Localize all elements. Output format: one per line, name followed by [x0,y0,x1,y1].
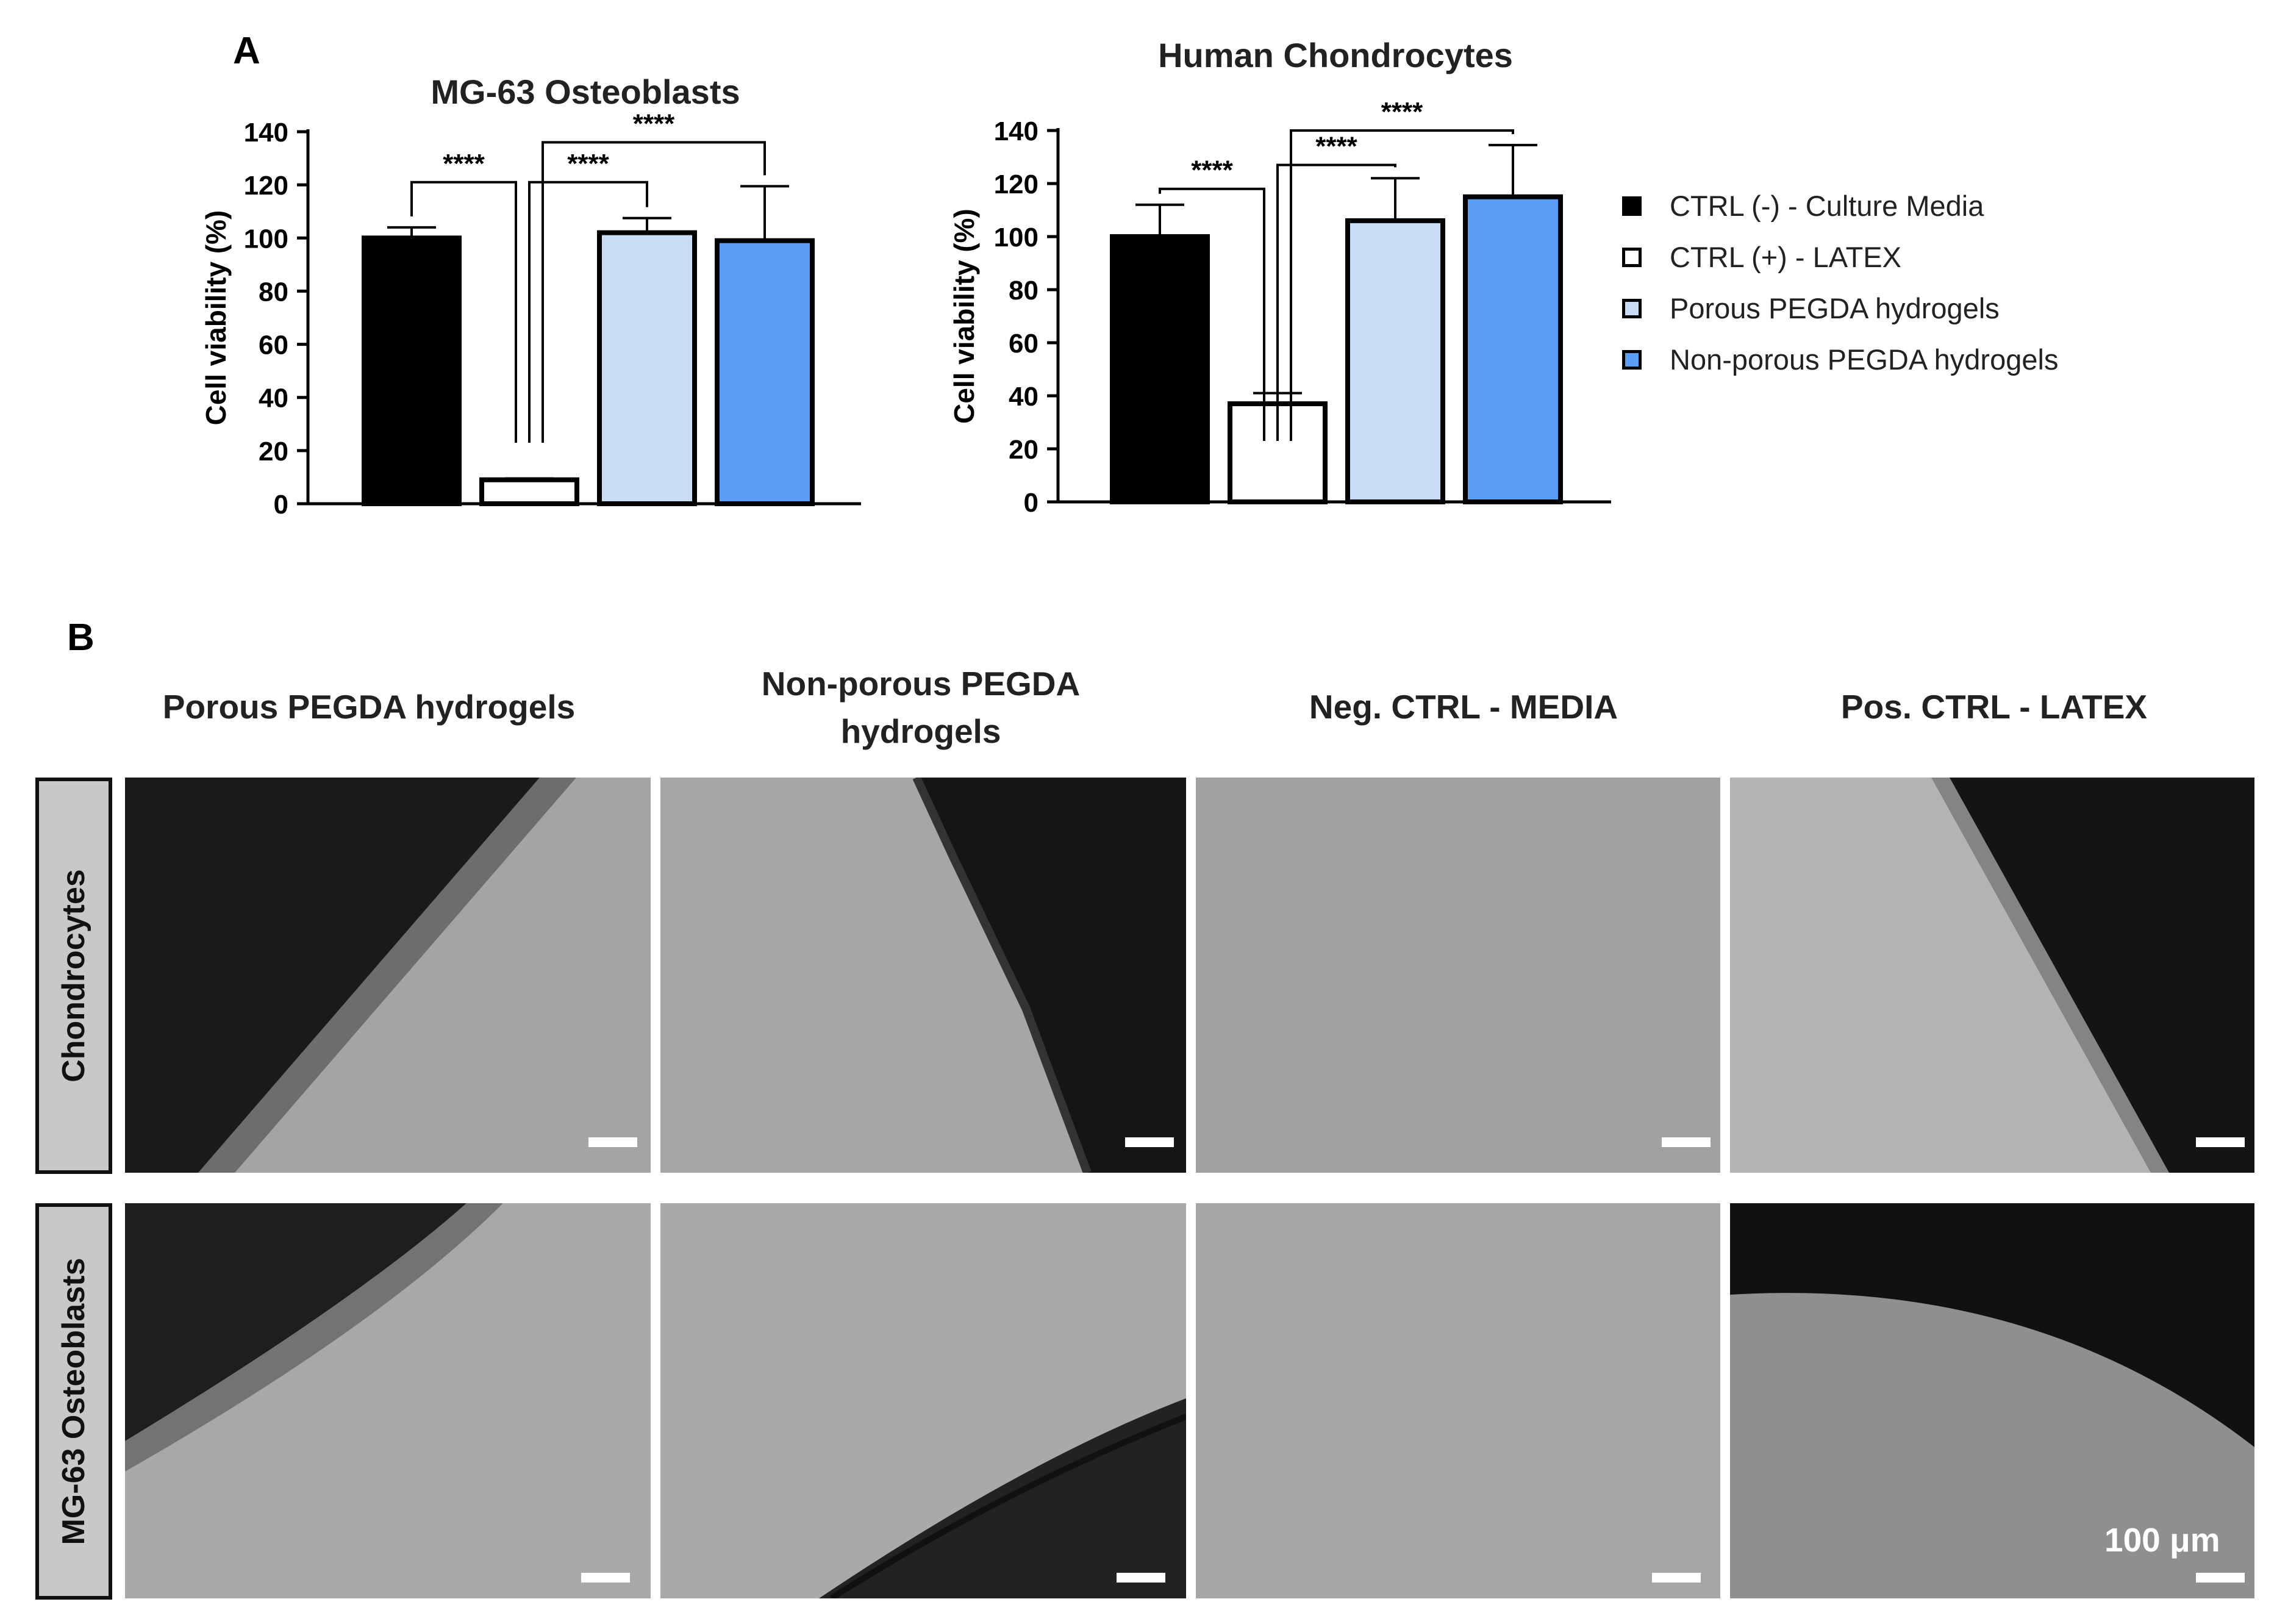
significance-label: **** [1191,156,1233,185]
micrograph-image [1730,1203,2254,1447]
micrograph-image [1196,778,1720,1173]
significance-label: **** [1315,132,1357,162]
y-tick-label: 140 [244,118,288,148]
y-tick-label: 120 [994,170,1039,199]
scale-bar [588,1137,637,1147]
legend-label: Non-porous PEGDA hydrogels [1670,343,2059,376]
scale-bar [1652,1573,1701,1583]
bar [1110,234,1210,504]
significance-label: **** [443,149,485,179]
scale-bar [581,1573,630,1583]
panel-b-label: B [67,617,95,659]
bar-charts: MG-63 Osteoblasts Cell viability (%) 0 20 40… [200,36,1611,520]
scale-bar [2196,1573,2245,1583]
legend-swatch-porous [1622,299,1642,318]
chart-title: MG-63 Osteoblasts [431,73,740,111]
y-tick-label: 60 [1009,329,1039,359]
y-tick-label: 40 [1009,382,1039,412]
micrograph-osteoblasts-pos-ctrl: 100 μm [1730,1203,2254,1598]
y-tick-label: 0 [1024,488,1039,518]
micrograph-image [912,778,1186,1173]
micrograph-chondrocytes-porous [125,778,651,1173]
column-header-pos-ctrl: Pos. CTRL - LATEX [1840,688,2148,726]
y-tick-label: 100 [244,224,288,254]
legend-swatch-ctrl-neg [1622,196,1642,216]
micrograph-osteoblasts-nonporous [660,1203,1186,1598]
bar [597,230,697,506]
y-tick-label: 120 [244,171,288,201]
significance-label: **** [567,149,609,179]
y-tick-label: 40 [259,384,288,413]
scale-bar [1662,1137,1711,1147]
legend-label: Porous PEGDA hydrogels [1670,292,2000,324]
significance-bracket [410,181,517,443]
y-tick-label: 0 [274,490,288,520]
micrograph-image [819,1398,1186,1598]
significance-bracket [1159,187,1265,441]
column-header-nonporous: Non-porous PEGDA hydrogels [761,665,1081,750]
legend-swatch-ctrl-pos [1622,248,1642,267]
significance-label: **** [633,109,675,138]
row-label-chondrocytes: Chondrocytes [56,869,91,1082]
significance-bracket [1276,163,1396,441]
scale-bar [2196,1137,2245,1147]
micrograph-image [1931,778,2254,1173]
significance-label: **** [1381,97,1423,127]
row-label-osteoblasts: MG-63 Osteoblasts [56,1257,91,1545]
micrograph-image [125,1203,503,1472]
significance-bracket [1290,129,1514,441]
micrograph-osteoblasts-neg-ctrl [1196,1203,1720,1598]
significance-bracket [528,181,648,443]
scale-bar [1125,1137,1174,1147]
bar [1345,218,1445,504]
micrograph-osteoblasts-porous [125,1203,651,1598]
legend-label: CTRL (-) - Culture Media [1670,190,1984,222]
y-tick-label: 20 [259,437,288,467]
scale-bar [1117,1573,1165,1583]
legend-label: CTRL (+) - LATEX [1670,241,1901,273]
column-header-porous: Porous PEGDA hydrogels [162,688,576,726]
row-label-box-osteoblasts: MG-63 Osteoblasts [35,1203,112,1600]
legend-swatch-nonporous [1622,350,1642,370]
panel-a-label: A [233,30,260,72]
column-header-neg-ctrl: Neg. CTRL - MEDIA [1309,688,1618,726]
significance-bracket [542,141,766,443]
y-tick-label: 140 [994,116,1039,146]
bar [715,238,815,506]
y-tick-label: 80 [259,277,288,307]
micrograph-image [1196,1203,1720,1598]
y-tick-label: 80 [1009,276,1039,306]
y-tick-label: 100 [994,223,1039,252]
chart-title: Human Chondrocytes [1158,36,1513,74]
y-tick-label: 20 [1009,435,1039,465]
row-label-box-chondrocytes: Chondrocytes [35,778,112,1174]
bar [479,477,579,506]
micrograph-chondrocytes-neg-ctrl [1196,778,1720,1173]
micrograph-chondrocytes-pos-ctrl [1730,778,2254,1173]
bar [1463,194,1563,504]
y-tick-label: 60 [259,331,288,360]
bar [362,235,462,506]
scale-bar-label: 100 μm [2104,1521,2220,1559]
y-axis-label: Cell viability (%) [948,209,980,424]
y-axis-label: Cell viability (%) [200,210,232,426]
micrograph-chondrocytes-nonporous [660,778,1186,1173]
micrograph-image [125,778,576,1173]
